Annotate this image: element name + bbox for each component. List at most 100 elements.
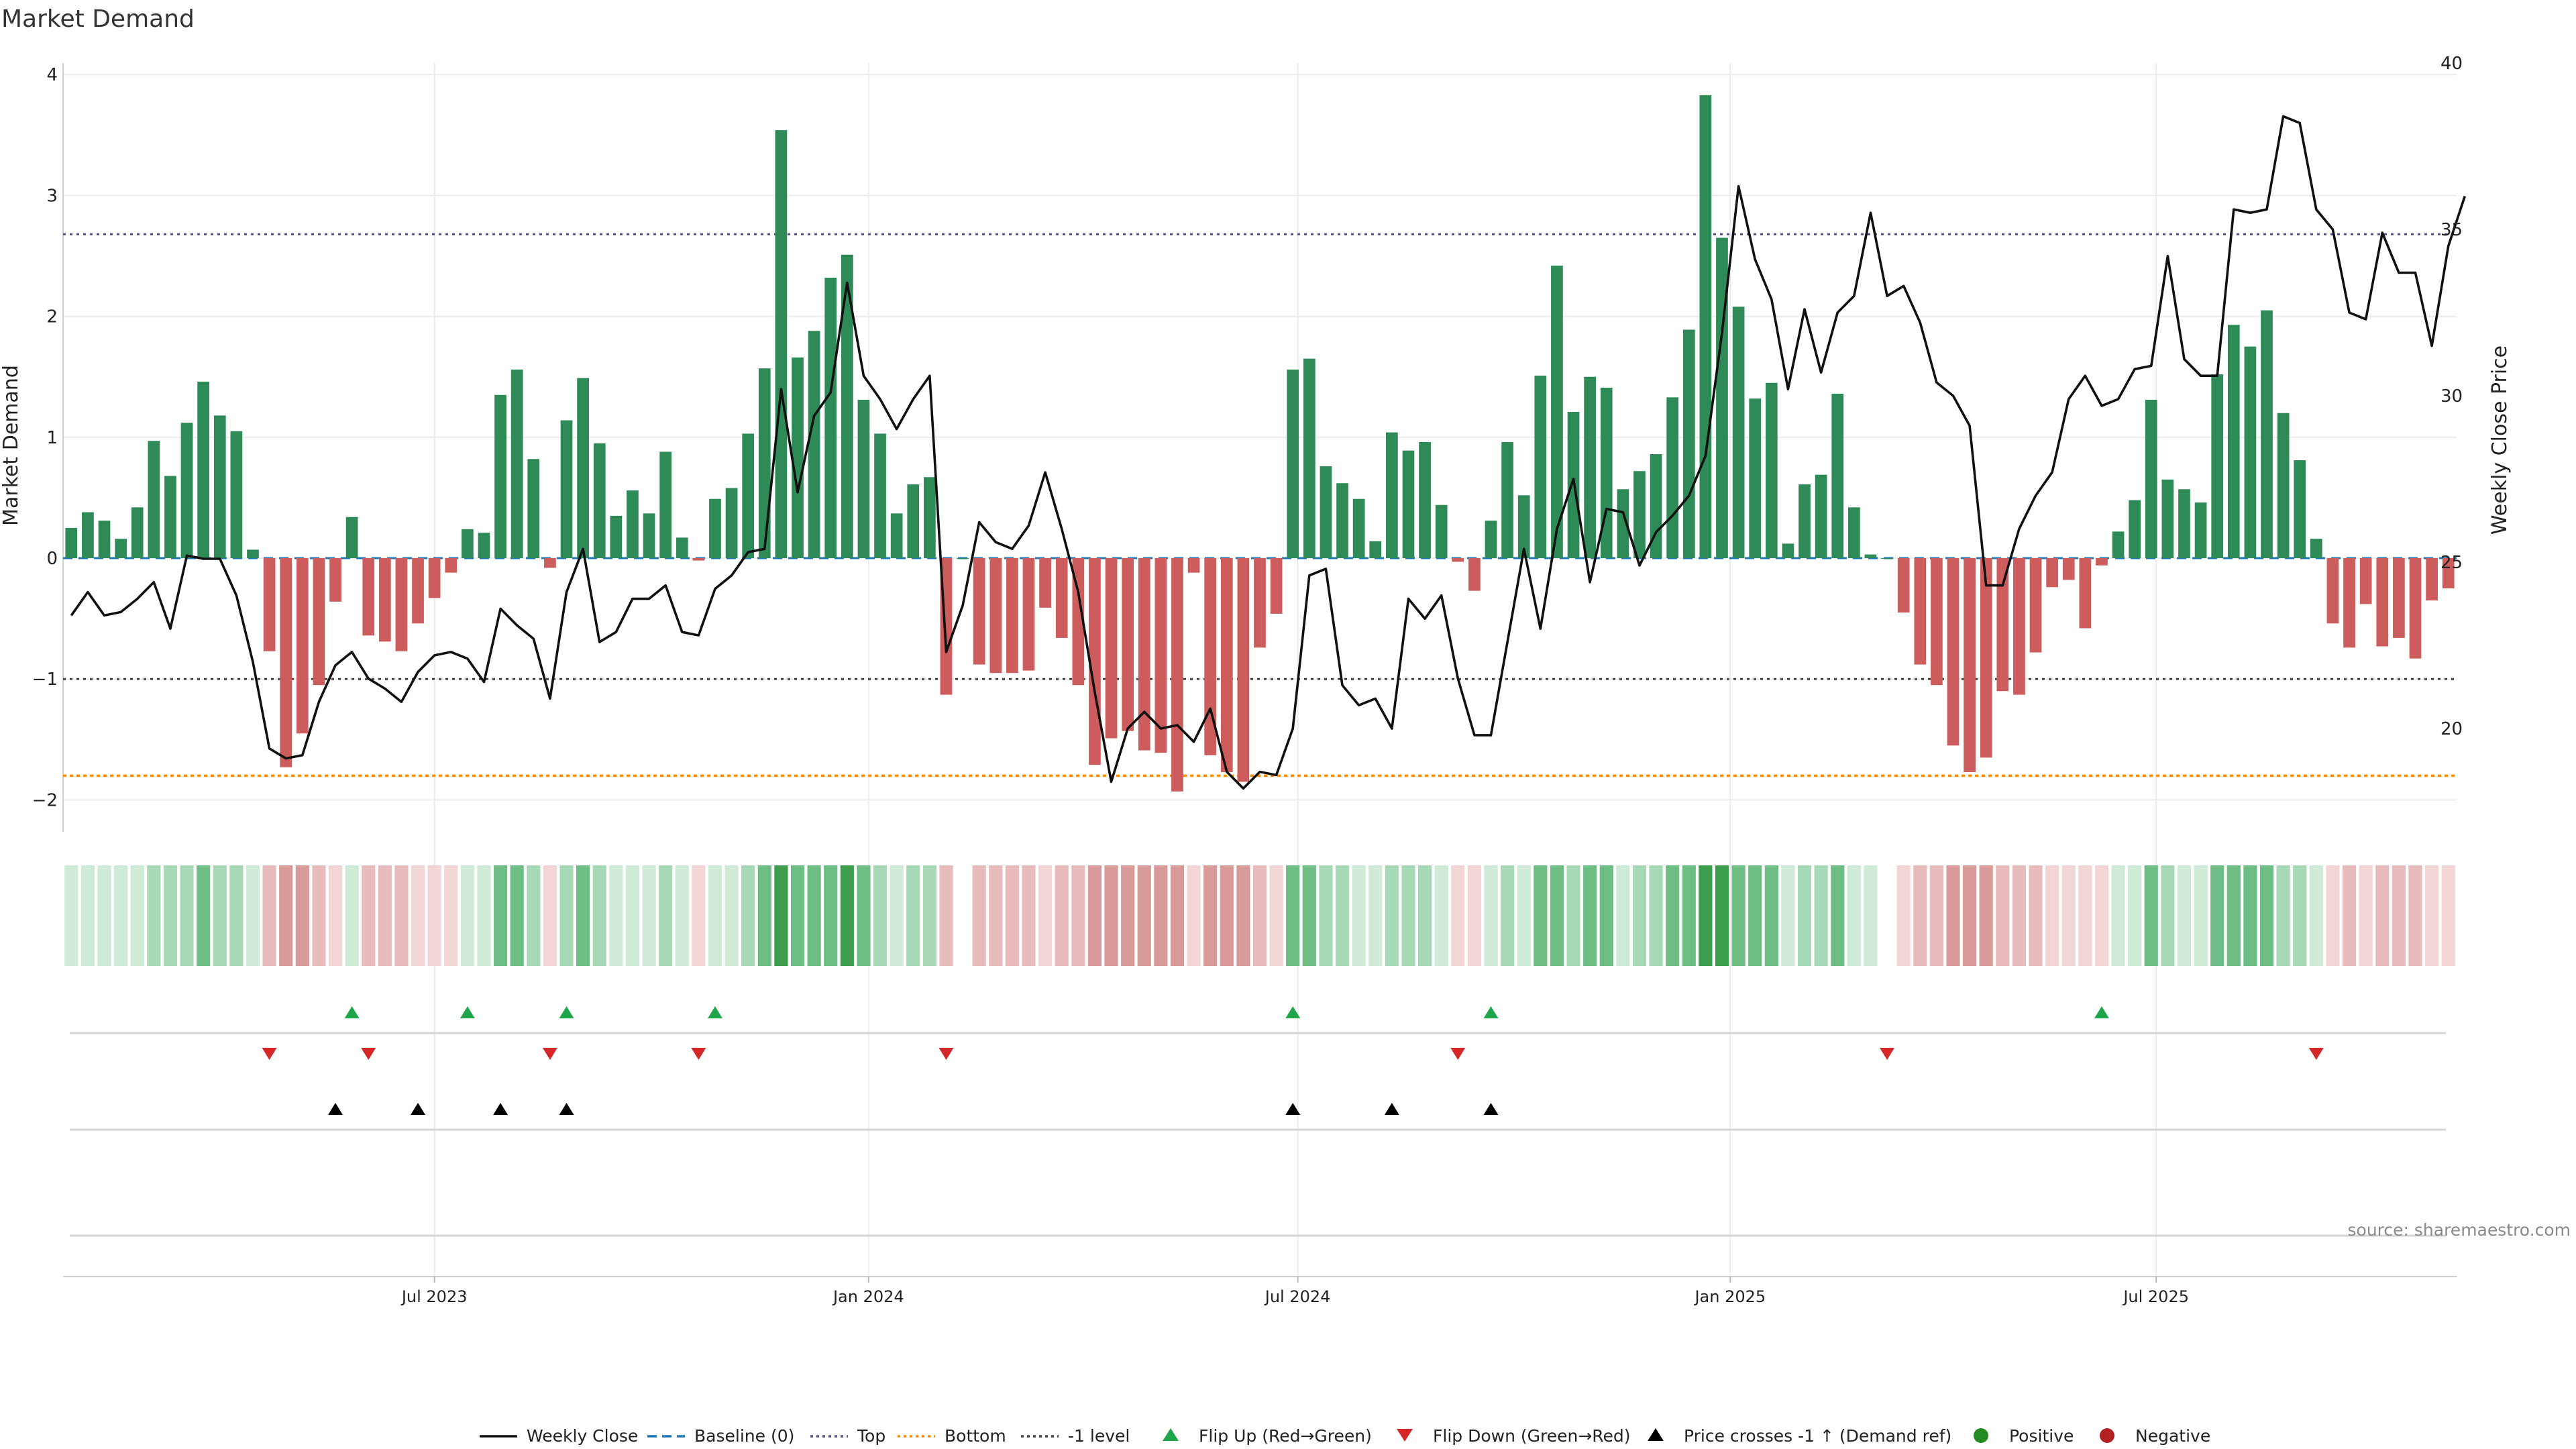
heat-cell	[1616, 865, 1630, 966]
heat-cell	[2326, 865, 2340, 966]
price-cross-marker	[559, 1103, 574, 1115]
demand-bar	[560, 420, 573, 558]
heat-cell	[2309, 865, 2323, 966]
demand-bar	[1600, 387, 1613, 558]
flip-down-marker	[262, 1048, 277, 1060]
demand-bar	[874, 433, 886, 558]
demand-bar	[907, 484, 920, 558]
demand-bar	[1650, 454, 1662, 558]
heat-cell	[2392, 865, 2406, 966]
heat-cell	[1764, 865, 1778, 966]
heat-cell	[890, 865, 904, 966]
flip-up-marker	[460, 1006, 475, 1018]
demand-bar	[1187, 558, 1200, 573]
heat-cell	[1385, 865, 1399, 966]
heat-cell	[989, 865, 1003, 966]
demand-bar	[2244, 346, 2257, 558]
demand-bar	[2294, 460, 2306, 558]
x-tick-label: Jan 2025	[1693, 1287, 1766, 1306]
flip-down-marker	[1880, 1048, 1895, 1060]
demand-bar	[659, 451, 672, 558]
demand-bar	[544, 558, 556, 568]
demand-bar	[1881, 558, 1893, 559]
y-tick-label: −1	[32, 669, 58, 690]
heat-cell	[2144, 865, 2158, 966]
heat-cell	[1368, 865, 1383, 966]
demand-bar	[1138, 558, 1150, 751]
heat-cell	[213, 865, 227, 966]
heat-cell	[130, 865, 144, 966]
demand-bar	[2426, 558, 2438, 601]
heat-cell	[1814, 865, 1828, 966]
heat-cell	[378, 865, 392, 966]
weekly-close-series	[70, 115, 2467, 790]
demand-bar	[2079, 558, 2092, 629]
demand-bar	[1435, 504, 1448, 558]
legend: Weekly Close Baseline (0) Top Bottom -1 leve…	[480, 1426, 2210, 1446]
y2-tick-label: 35	[2440, 220, 2463, 240]
legend-label: Price crosses -1 ↑ (Demand ref)	[1684, 1426, 1951, 1446]
heat-cell	[1534, 865, 1548, 966]
legend-swatch	[2100, 1428, 2114, 1443]
demand-bar	[857, 399, 870, 558]
gridlines	[62, 63, 2457, 1281]
heat-cell	[362, 865, 376, 966]
demand-bar	[758, 368, 771, 558]
demand-bar	[2178, 489, 2190, 558]
heat-cell	[2425, 865, 2439, 966]
heat-cell	[675, 865, 689, 966]
demand-bar	[973, 558, 985, 665]
demand-bar	[1220, 558, 1233, 772]
demand-bar	[1171, 558, 1183, 792]
demand-bar	[1847, 507, 1860, 558]
heat-cell	[345, 865, 359, 966]
demand-bar	[593, 443, 606, 558]
heat-cell	[2128, 865, 2142, 966]
heat-cell	[1996, 865, 2010, 966]
heat-cell	[1302, 865, 1316, 966]
heat-cell	[873, 865, 888, 966]
demand-bar	[1055, 558, 1068, 638]
heat-cell	[592, 865, 606, 966]
demand-bar	[230, 431, 243, 558]
heat-cell	[1087, 865, 1102, 966]
demand-bar	[1270, 558, 1283, 614]
demand-bar	[1799, 484, 1811, 558]
heat-cell	[642, 865, 656, 966]
demand-bar	[2326, 558, 2339, 624]
demand-bar	[1122, 558, 1134, 731]
price-cross-marker	[493, 1103, 508, 1115]
legend-label: Bottom	[945, 1426, 1006, 1446]
x-tick-label: Jul 2024	[1264, 1287, 1331, 1306]
demand-bar	[1517, 495, 1530, 558]
demand-bar	[1419, 442, 1431, 558]
heat-cell	[1170, 865, 1185, 966]
demand-bar	[296, 558, 309, 734]
heat-cell	[774, 865, 788, 966]
heat-cell	[147, 865, 161, 966]
demand-bar	[362, 558, 375, 636]
heat-cell	[1649, 865, 1663, 966]
demand-bar	[2096, 558, 2108, 566]
heat-cell	[790, 865, 805, 966]
heat-cell	[543, 865, 557, 966]
flip-down-marker	[938, 1048, 954, 1060]
heat-cell	[1104, 865, 1118, 966]
heat-cell	[906, 865, 920, 966]
heat-cell	[64, 865, 78, 966]
heat-cell	[1979, 865, 1993, 966]
heat-cell	[1484, 865, 1498, 966]
right-y-axis: 40 35 30 25 20	[2440, 54, 2463, 739]
demand-bar	[824, 277, 837, 558]
demand-bar	[1287, 369, 1299, 558]
heat-cell	[1352, 865, 1366, 966]
demand-bar	[527, 459, 540, 558]
demand-bar	[1105, 558, 1118, 739]
demand-bar	[957, 558, 969, 559]
x-tick-label: Jul 2025	[2122, 1287, 2189, 1306]
demand-bar	[841, 254, 853, 558]
heat-cell	[576, 865, 590, 966]
y-tick-label: 1	[46, 428, 58, 448]
heat-cell	[2375, 865, 2390, 966]
flip-up-marker	[707, 1006, 722, 1018]
